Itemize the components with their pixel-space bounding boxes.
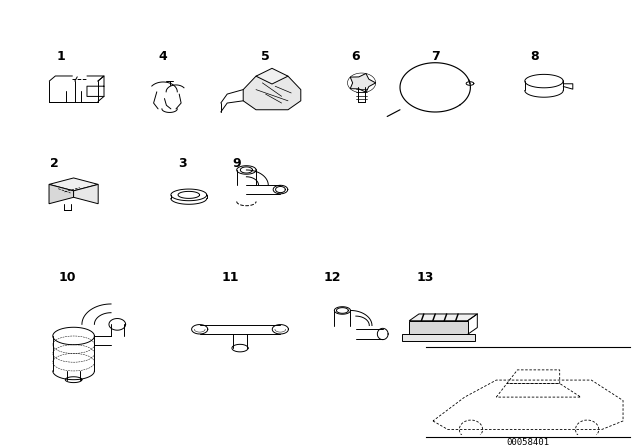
Polygon shape	[409, 321, 468, 334]
Polygon shape	[74, 185, 98, 204]
Polygon shape	[256, 68, 288, 84]
Text: 7: 7	[431, 49, 440, 63]
Polygon shape	[350, 73, 376, 92]
Text: 13: 13	[417, 271, 435, 284]
Text: 8: 8	[530, 49, 539, 63]
Text: 2: 2	[50, 157, 59, 170]
Text: 9: 9	[232, 157, 241, 170]
Polygon shape	[49, 185, 74, 204]
Polygon shape	[49, 178, 98, 191]
Text: 12: 12	[324, 271, 342, 284]
Text: 5: 5	[261, 49, 270, 63]
Text: 6: 6	[351, 49, 360, 63]
Text: 00058401: 00058401	[506, 438, 550, 447]
Polygon shape	[243, 76, 301, 110]
Text: 3: 3	[178, 157, 187, 170]
Polygon shape	[402, 334, 475, 341]
Text: 4: 4	[159, 49, 168, 63]
Text: 1: 1	[56, 49, 65, 63]
Text: 11: 11	[221, 271, 239, 284]
Text: 10: 10	[58, 271, 76, 284]
Polygon shape	[409, 314, 477, 321]
